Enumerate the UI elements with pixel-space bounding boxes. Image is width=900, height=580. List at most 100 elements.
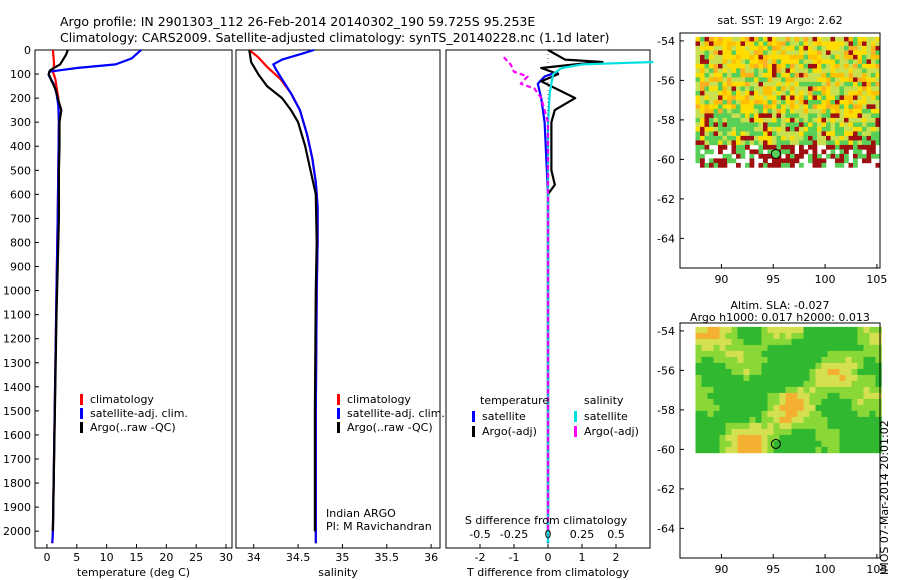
- sst-cell: [826, 36, 831, 42]
- sst-cell: [722, 77, 728, 83]
- sst-cell: [853, 50, 858, 56]
- sst-cell: [727, 135, 732, 141]
- sla-cell: [821, 374, 828, 382]
- sla-cell: [863, 428, 870, 436]
- sst-cell: [866, 36, 872, 42]
- sst-cell: [749, 59, 755, 65]
- sst-cell: [835, 36, 840, 42]
- sst-cell: [808, 63, 813, 69]
- sst-cell: [799, 149, 804, 155]
- sst-cell: [848, 95, 854, 101]
- sla-cell: [815, 338, 822, 346]
- sst-cell: [812, 72, 818, 78]
- sla-cell: [845, 386, 852, 394]
- sst-cell: [709, 104, 714, 110]
- sst-cell: [853, 68, 858, 74]
- sst-cell: [700, 158, 705, 164]
- sla-cell: [779, 446, 786, 454]
- sst-cell: [758, 41, 764, 47]
- sst-cell: [853, 135, 858, 141]
- sla-cell: [737, 446, 744, 454]
- sst-cell: [790, 68, 795, 74]
- sla-cell: [785, 440, 792, 448]
- sst-cell: [767, 90, 773, 96]
- sst-cell: [830, 72, 836, 78]
- sla-cell: [815, 344, 822, 352]
- sla-cell: [707, 434, 714, 442]
- sla-cell: [695, 386, 702, 394]
- sla-cell: [767, 392, 774, 400]
- sst-cell: [817, 68, 822, 74]
- sst-cell: [848, 50, 854, 56]
- sst-cell: [763, 63, 768, 69]
- sst-cell: [803, 77, 809, 83]
- sst-cell: [722, 131, 728, 137]
- lat-tick-label: -64: [657, 522, 675, 535]
- sla-cell: [875, 344, 882, 352]
- sla-cell: [827, 380, 834, 388]
- sst-cell: [713, 140, 719, 146]
- sst-cell: [758, 131, 764, 137]
- sla-cell: [803, 326, 810, 334]
- sst-cell: [812, 63, 818, 69]
- legend-item-label: satellite: [482, 410, 526, 423]
- sst-cell: [835, 95, 840, 101]
- sst-cell: [875, 72, 881, 78]
- sst-cell: [857, 72, 863, 78]
- sla-cell: [803, 368, 810, 376]
- sst-cell: [700, 108, 705, 114]
- sst-cell: [763, 153, 768, 159]
- sla-cell: [743, 356, 750, 364]
- sla-cell: [731, 338, 738, 346]
- sla-cell: [803, 356, 810, 364]
- sla-cell: [839, 416, 846, 424]
- sla-cell: [791, 362, 798, 370]
- sst-cell: [776, 95, 782, 101]
- sla-cell: [737, 374, 744, 382]
- sst-cell: [758, 72, 764, 78]
- sst-cell: [781, 63, 786, 69]
- sst-cell: [839, 113, 845, 119]
- sla-cell: [833, 422, 840, 430]
- sla-cell: [803, 362, 810, 370]
- sst-cell: [835, 113, 840, 119]
- sla-cell: [821, 410, 828, 418]
- sst-cell: [749, 36, 755, 42]
- sst-cell: [731, 140, 737, 146]
- sla-cell: [833, 326, 840, 334]
- sst-cell: [875, 63, 881, 69]
- sla-cell: [719, 440, 726, 448]
- annotation-program: Indian ARGO: [326, 507, 396, 520]
- sst-cell: [709, 90, 714, 96]
- sst-cell: [844, 153, 849, 159]
- sst-cell: [862, 90, 867, 96]
- sst-cell: [799, 41, 804, 47]
- sst-cell: [799, 126, 804, 132]
- sla-cell: [785, 374, 792, 382]
- sst-cell: [848, 81, 854, 87]
- sst-cell: [763, 77, 768, 83]
- sst-cell: [776, 68, 782, 74]
- sla-cell: [743, 344, 750, 352]
- sst-cell: [799, 162, 804, 168]
- sla-cell: [737, 398, 744, 406]
- sla_map-axes-frame: [679, 322, 881, 559]
- sla-cell: [791, 416, 798, 424]
- sst-cell: [844, 63, 849, 69]
- sst-cell: [740, 117, 746, 123]
- sst-cell: [839, 122, 845, 128]
- sst-cell: [853, 126, 858, 132]
- sst-cell: [767, 86, 773, 92]
- sst-cell: [781, 162, 786, 168]
- sst-cell: [727, 153, 732, 159]
- sst-cell: [844, 54, 849, 60]
- lat-tick-label: -54: [657, 325, 675, 338]
- sla-cell: [743, 410, 750, 418]
- sst-cell: [722, 153, 728, 159]
- sst-cell: [875, 86, 881, 92]
- sla-cell: [869, 428, 876, 436]
- sst-cell: [718, 149, 723, 155]
- sst-cell: [799, 59, 804, 65]
- sst-cell: [808, 77, 813, 83]
- sla-cell: [713, 428, 720, 436]
